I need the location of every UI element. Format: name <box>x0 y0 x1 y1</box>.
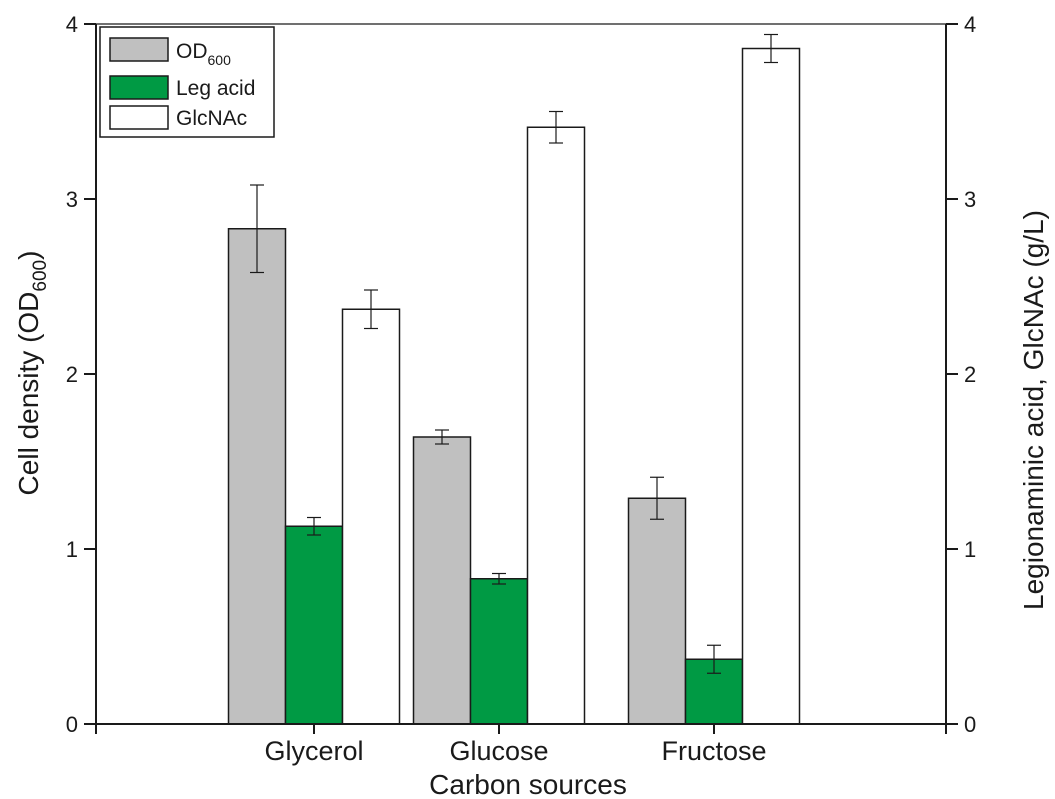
x-tick-label-1: Glucose <box>449 736 548 766</box>
y-tick-label-left-1: 1 <box>66 537 78 562</box>
y-tick-label-right-4: 4 <box>964 12 976 37</box>
y-tick-label-right-2: 2 <box>964 362 976 387</box>
bar-0-1 <box>412 436 472 725</box>
bar-2-2 <box>741 47 801 725</box>
plot-area: 0 1 2 3 4 0 1 2 3 4 Glycerol Glucose Fructose <box>66 12 977 766</box>
legend-swatch-od600 <box>109 37 169 62</box>
y-axis-title-left: Cell density (OD600) <box>13 251 51 496</box>
bar-0-0 <box>227 228 287 725</box>
x-axis-title: Carbon sources <box>429 769 627 799</box>
legend-label-leg-acid: Leg acid <box>176 77 255 100</box>
y-tick-label-left-4: 4 <box>66 12 78 37</box>
x-tick-label-0: Glycerol <box>264 736 363 766</box>
bar-0-2 <box>627 497 687 725</box>
legend-swatch-glcnac <box>109 105 169 130</box>
y-axis-title-right: Legionaminic acid, GlcNAc (g/L) <box>1018 210 1049 610</box>
legend: OD600 Leg acid GlcNAc <box>99 26 275 138</box>
bar-1-1 <box>469 578 529 725</box>
y-tick-label-left-0: 0 <box>66 712 78 737</box>
legend-swatch-leg-acid <box>109 75 169 100</box>
y-tick-label-left-2: 2 <box>66 362 78 387</box>
y-tick-label-right-0: 0 <box>964 712 976 737</box>
y-tick-label-right-1: 1 <box>964 537 976 562</box>
bar-1-0 <box>284 525 344 725</box>
bar-2-1 <box>526 126 586 725</box>
y-tick-label-right-3: 3 <box>964 187 976 212</box>
y-tick-label-left-3: 3 <box>66 187 78 212</box>
legend-label-od600: OD600 <box>176 40 231 68</box>
legend-label-glcnac: GlcNAc <box>176 107 247 130</box>
x-tick-label-2: Fructose <box>661 736 766 766</box>
bar-2-0 <box>341 308 401 725</box>
